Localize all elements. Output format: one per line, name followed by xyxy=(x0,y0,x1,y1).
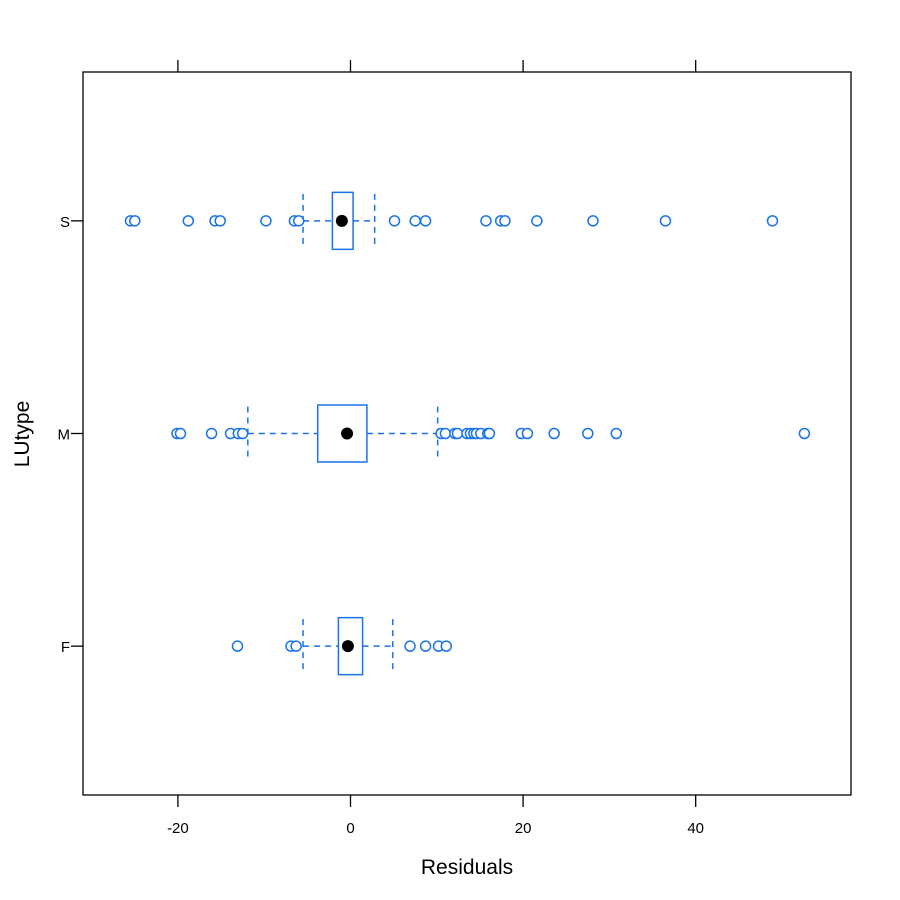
outlier-point xyxy=(659,215,672,227)
box-group-S xyxy=(124,191,779,251)
box xyxy=(331,191,354,251)
outlier-point xyxy=(798,427,811,440)
outlier-point xyxy=(290,640,302,652)
box xyxy=(316,404,368,463)
outlier-point xyxy=(480,215,492,227)
outlier-point xyxy=(548,427,560,440)
outlier-point xyxy=(236,427,249,440)
x-axis: -20 0 20 40 xyxy=(167,795,704,837)
outlier-point xyxy=(587,215,599,227)
y-axis: F M S xyxy=(58,214,83,656)
box xyxy=(337,616,364,676)
y-tick-label: M xyxy=(58,427,71,444)
outlier-point xyxy=(404,640,416,652)
outlier-point xyxy=(582,427,594,440)
outlier-point xyxy=(483,427,496,440)
outlier-point xyxy=(260,215,272,227)
outlier-point xyxy=(409,215,421,227)
top-axis-ticks xyxy=(177,60,697,72)
x-tick-label: -20 xyxy=(167,820,189,837)
outlier-point xyxy=(419,215,432,227)
y-tick-label: F xyxy=(61,639,70,656)
outlier-point xyxy=(531,215,543,227)
x-tick-label: 20 xyxy=(515,820,532,837)
box-group-F xyxy=(231,616,453,676)
y-tick-label: S xyxy=(60,214,70,231)
outlier-point xyxy=(419,640,432,652)
median-dot xyxy=(341,427,354,440)
outlier-point xyxy=(499,215,511,227)
outlier-point xyxy=(440,640,453,652)
outlier-point xyxy=(439,427,452,440)
x-tick-label: 0 xyxy=(346,820,354,837)
outlier-point xyxy=(766,215,779,227)
median-dot xyxy=(341,640,354,653)
box-groups xyxy=(124,191,811,676)
outlier-point xyxy=(182,215,195,227)
y-axis-title: LUtype xyxy=(11,401,34,468)
outlier-point xyxy=(521,427,534,440)
outlier-point xyxy=(231,640,244,652)
outlier-point xyxy=(174,427,187,440)
outlier-point xyxy=(388,215,401,227)
x-axis-title: Residuals xyxy=(421,856,513,879)
outlier-point xyxy=(610,427,623,440)
outlier-point xyxy=(205,427,218,440)
outlier-point xyxy=(292,215,305,227)
box-group-M xyxy=(171,404,811,463)
median-dot xyxy=(335,214,348,227)
outlier-point xyxy=(451,427,464,440)
x-tick-label: 40 xyxy=(687,820,704,837)
outlier-point xyxy=(129,215,141,227)
outlier-point xyxy=(214,215,226,227)
